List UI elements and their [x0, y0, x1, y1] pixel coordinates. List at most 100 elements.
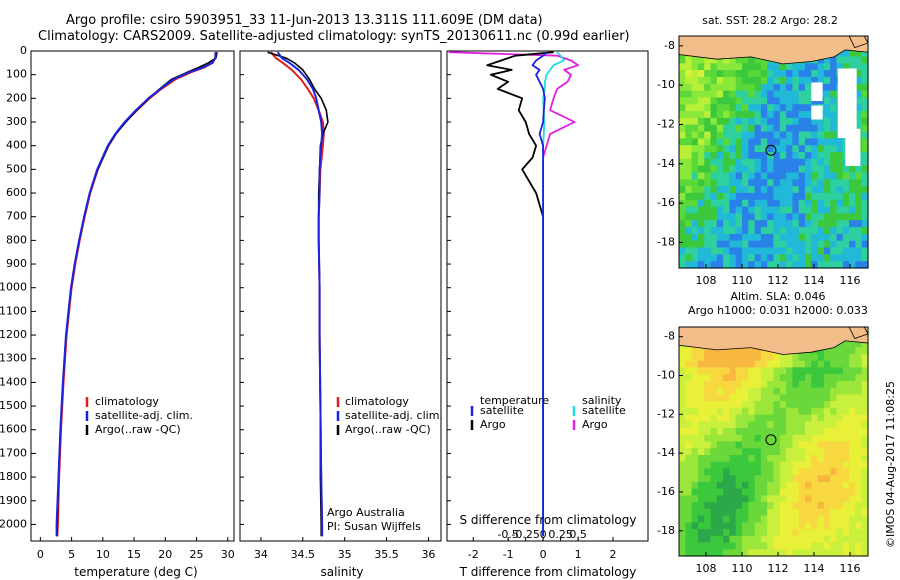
map-cell: [786, 481, 793, 490]
map-cell: [798, 247, 806, 255]
map-cell: [697, 347, 705, 355]
map-cell: [849, 401, 856, 409]
map-cell: [786, 502, 793, 510]
map-cell: [723, 468, 730, 476]
map-cell: [723, 172, 730, 180]
map-cell: [855, 495, 863, 503]
map-cell: [742, 508, 749, 517]
map-cell: [685, 76, 693, 85]
map-cell: [842, 179, 850, 187]
map-cell: [679, 192, 686, 201]
map-cell: [691, 347, 699, 355]
map-cell: [861, 111, 869, 119]
map-cell: [697, 441, 705, 449]
map-cell: [811, 367, 819, 375]
map-cell: [830, 508, 838, 517]
map-cell: [767, 206, 775, 214]
map-cell: [811, 261, 819, 269]
map-cell: [830, 213, 838, 221]
map-cell: [792, 206, 800, 214]
map-cell: [710, 421, 718, 429]
map-cell: [842, 434, 850, 443]
map-cell: [760, 360, 768, 368]
map-cell: [811, 542, 819, 550]
map-cell: [811, 475, 819, 483]
map-cell: [773, 165, 781, 173]
map-cell: [861, 104, 869, 112]
map-cell: [823, 387, 831, 395]
difference-legend: temperature satellite Argo salinity sate…: [470, 394, 626, 431]
map-cell: [849, 63, 856, 71]
map-cell: [861, 529, 869, 537]
map-cell: [735, 481, 743, 490]
map-cell: [729, 347, 737, 355]
map-cell: [710, 549, 718, 557]
depth-tick-label: 1900: [0, 494, 27, 507]
map-cell: [836, 240, 844, 249]
map-cell: [723, 421, 730, 429]
map-cell: [817, 428, 825, 436]
map-cell: [842, 261, 850, 269]
map-cell: [697, 117, 705, 126]
map-cell: [792, 374, 800, 382]
map-cell: [792, 434, 800, 443]
map-cell: [716, 158, 724, 167]
map-cell: [691, 535, 699, 544]
map-cell: [861, 261, 869, 269]
map-cell: [861, 145, 869, 153]
map-cell: [710, 124, 718, 133]
map-cell: [811, 97, 819, 105]
map-cell: [742, 220, 749, 228]
map-cell: [729, 488, 737, 496]
map-cell: [735, 475, 743, 483]
map-cell: [716, 76, 724, 85]
map-cell: [842, 529, 850, 537]
map-cell: [779, 414, 787, 422]
map-cell: [811, 152, 819, 160]
map-cell: [716, 481, 724, 490]
map-x-tick-label: 116: [840, 562, 861, 575]
map-cell: [691, 434, 699, 443]
map-cell: [704, 70, 712, 78]
map-cell: [849, 387, 856, 395]
map-cell: [855, 455, 863, 463]
map-cell: [773, 124, 781, 133]
map-cell: [842, 448, 850, 456]
map-cell: [704, 374, 712, 382]
map-cell: [710, 475, 718, 483]
map-cell: [786, 90, 793, 98]
map-cell: [767, 535, 775, 544]
annotation-argo-australia: Argo Australia: [327, 506, 405, 519]
map-cell: [805, 111, 812, 119]
map-cell: [697, 495, 705, 503]
map-cell: [704, 414, 712, 422]
map-cell: [792, 90, 800, 98]
map-cell: [786, 247, 793, 255]
map-cell: [805, 488, 812, 496]
map-cell: [767, 145, 775, 153]
map-cell: [842, 488, 850, 496]
map-cell: [729, 515, 737, 523]
map-cell: [773, 227, 781, 235]
map-cell: [811, 247, 819, 255]
map-cell: [704, 347, 712, 355]
map-cell: [760, 131, 768, 139]
map-cell: [710, 374, 718, 382]
map-cell: [792, 421, 800, 429]
map-cell: [679, 172, 686, 180]
map-cell: [729, 192, 737, 201]
map-cell: [710, 138, 718, 146]
map-cell: [792, 428, 800, 436]
map-cell: [679, 90, 686, 98]
map-cell: [786, 83, 793, 92]
map-cell: [849, 515, 856, 523]
depth-tick-label: 1300: [0, 352, 27, 365]
map-cell: [697, 421, 705, 429]
map-cell: [773, 90, 781, 98]
map-cell: [773, 186, 781, 194]
map-cell: [691, 508, 699, 517]
map-cell: [710, 522, 718, 530]
map-cell: [760, 441, 768, 449]
map-cell: [830, 179, 838, 187]
map-cell: [723, 186, 730, 194]
